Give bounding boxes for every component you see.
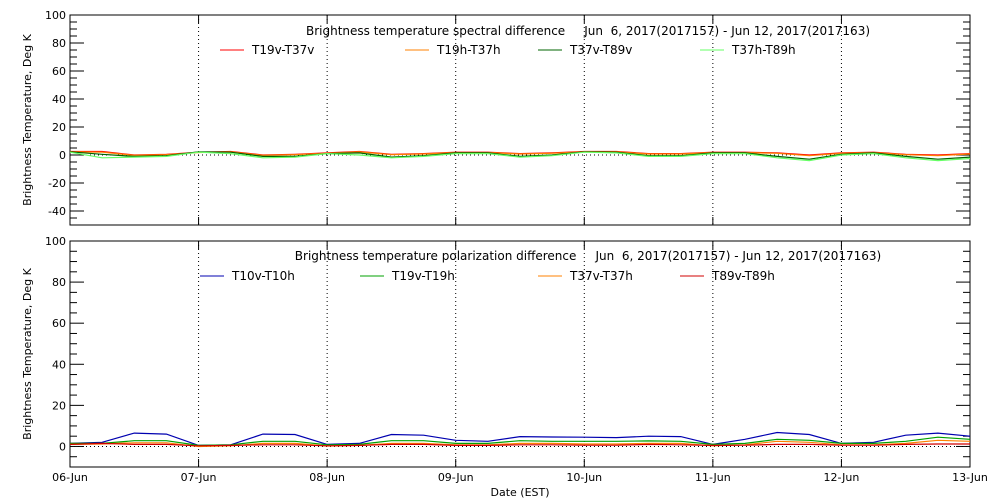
plot-panel-2 bbox=[69, 240, 971, 468]
x-axis-label: Date (EST) bbox=[490, 486, 549, 499]
x-tick-label: 06-Jun bbox=[52, 471, 88, 484]
y-tick-label: -40 bbox=[48, 205, 66, 218]
chart-title: Brightness temperature polarization diff… bbox=[295, 249, 881, 263]
series-line-t37v-t89v bbox=[69, 151, 971, 160]
legend-label: T37h-T89h bbox=[731, 43, 796, 57]
x-tick-label: 08-Jun bbox=[309, 471, 345, 484]
legend-label: T10v-T10h bbox=[231, 269, 295, 283]
y-tick-label: 100 bbox=[45, 9, 66, 22]
y-tick-label: 40 bbox=[52, 93, 66, 106]
series-line-t89v-t89h bbox=[69, 442, 970, 447]
plot-frame bbox=[69, 14, 971, 226]
x-tick-label: 11-Jun bbox=[695, 471, 731, 484]
y-tick-label: 40 bbox=[52, 358, 66, 371]
x-tick-label: 12-Jun bbox=[824, 471, 860, 484]
y-axis-label: Brightness Temperature, Deg K bbox=[21, 33, 34, 205]
plot-frame bbox=[69, 240, 971, 468]
y-tick-label: -20 bbox=[48, 177, 66, 190]
series-line-t37h-t89h bbox=[69, 151, 971, 162]
y-tick-label: 0 bbox=[59, 440, 66, 453]
y-tick-label: 60 bbox=[52, 65, 66, 78]
x-tick-label: 13-Jun bbox=[952, 471, 988, 484]
y-tick-label: 100 bbox=[45, 235, 66, 248]
x-tick-label: 07-Jun bbox=[181, 471, 217, 484]
x-tick-label: 10-Jun bbox=[566, 471, 602, 484]
legend-label: T37v-T89v bbox=[569, 43, 632, 57]
y-tick-label: 20 bbox=[52, 399, 66, 412]
legend-label: T19v-T37v bbox=[251, 43, 314, 57]
y-axis-label: Brightness Temperature, Deg K bbox=[21, 267, 34, 439]
y-tick-label: 20 bbox=[52, 121, 66, 134]
legend-label: T19h-T37h bbox=[436, 43, 501, 57]
legend-label: T19v-T19h bbox=[391, 269, 455, 283]
x-tick-label: 09-Jun bbox=[438, 471, 474, 484]
chart-title: Brightness temperature spectral differen… bbox=[306, 24, 870, 38]
y-tick-label: 60 bbox=[52, 317, 66, 330]
legend-label: T89v-T89h bbox=[711, 269, 775, 283]
plot-panel-1 bbox=[69, 14, 971, 226]
y-tick-label: 80 bbox=[52, 276, 66, 289]
y-tick-label: 0 bbox=[59, 149, 66, 162]
y-tick-label: 80 bbox=[52, 37, 66, 50]
legend-label: T37v-T37h bbox=[569, 269, 633, 283]
